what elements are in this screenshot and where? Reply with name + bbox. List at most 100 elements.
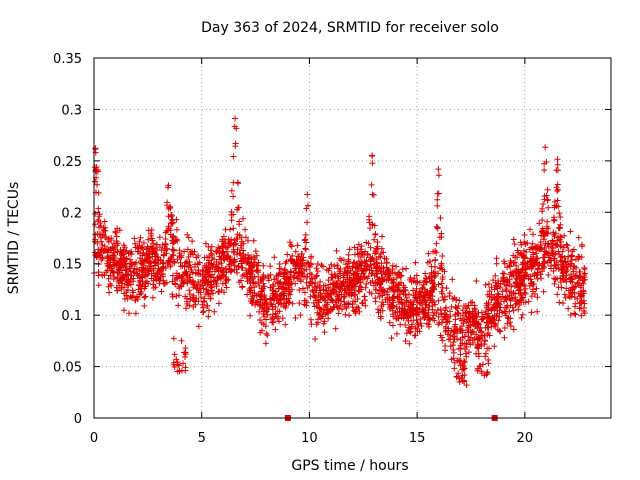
data-point (118, 277, 125, 284)
data-point (475, 320, 482, 327)
data-point (511, 268, 518, 275)
data-point (571, 310, 578, 317)
data-point (371, 236, 378, 243)
data-point (170, 233, 177, 240)
data-point (110, 240, 117, 247)
data-point (504, 278, 511, 285)
data-point (461, 341, 468, 348)
data-point (286, 276, 293, 283)
data-point (553, 264, 560, 271)
data-point (276, 280, 283, 287)
data-point (509, 304, 516, 311)
x-tick-label: 5 (198, 431, 206, 446)
data-point (572, 273, 579, 280)
data-point (408, 304, 415, 311)
data-point (184, 246, 191, 253)
data-point (255, 279, 262, 286)
y-tick-label: 0.15 (53, 258, 82, 273)
y-tick-label: 0.3 (61, 103, 82, 118)
data-point (554, 197, 561, 204)
y-axis-label: SRMTID / TECUs (6, 182, 22, 295)
data-point (212, 277, 219, 284)
data-point (355, 241, 362, 248)
data-point (521, 289, 528, 296)
data-point (436, 265, 443, 272)
plot-frame (93, 57, 612, 419)
data-point (474, 321, 481, 328)
data-point (114, 287, 121, 294)
data-point (451, 294, 458, 301)
data-point (116, 282, 123, 289)
data-point (495, 280, 502, 287)
y-tick-label: 0.35 (53, 52, 82, 67)
data-point (173, 293, 180, 300)
data-point (96, 213, 103, 220)
data-point (300, 285, 307, 292)
data-point (333, 297, 340, 304)
data-point (466, 314, 473, 321)
data-point (520, 260, 527, 267)
data-point (561, 291, 568, 298)
data-points (91, 115, 588, 421)
data-point (534, 255, 541, 262)
data-point (271, 254, 278, 261)
data-point (407, 299, 414, 306)
data-point (115, 269, 122, 276)
data-point (197, 281, 204, 288)
data-point (440, 296, 447, 303)
data-point (309, 279, 316, 286)
data-point (324, 293, 331, 300)
data-point (506, 292, 513, 299)
data-point (323, 287, 330, 294)
data-point (541, 167, 548, 174)
data-point (174, 368, 181, 375)
data-point (180, 271, 187, 278)
data-point (401, 314, 408, 321)
data-point (507, 322, 514, 329)
data-point (321, 297, 328, 304)
data-point (297, 312, 304, 319)
data-point (351, 259, 358, 266)
data-point (126, 265, 133, 272)
data-point (475, 345, 482, 352)
data-point (325, 315, 332, 322)
data-point (297, 278, 304, 285)
data-point (518, 314, 525, 321)
data-point (568, 257, 575, 264)
data-point (169, 234, 176, 241)
data-point (568, 275, 575, 282)
data-point (534, 243, 541, 250)
data-point (544, 196, 551, 203)
data-point (101, 234, 108, 241)
data-point (267, 263, 274, 270)
data-point (372, 250, 379, 257)
data-point (493, 255, 500, 262)
data-point (492, 272, 499, 279)
data-point (542, 144, 549, 151)
data-point (300, 254, 307, 261)
data-point (398, 296, 405, 303)
data-point (439, 253, 446, 260)
data-point (253, 252, 260, 259)
data-point (502, 310, 509, 317)
data-point (224, 243, 231, 250)
data-point (215, 264, 222, 271)
data-point (438, 280, 445, 287)
data-point (372, 248, 379, 255)
data-point (349, 285, 356, 292)
data-point (282, 288, 289, 295)
data-point (505, 315, 512, 322)
data-point (557, 242, 564, 249)
data-point (220, 233, 227, 240)
data-point (205, 290, 212, 297)
data-point (416, 279, 423, 286)
data-point (318, 306, 325, 313)
data-point (450, 349, 457, 356)
data-point (185, 253, 192, 260)
data-point (541, 254, 548, 261)
data-point (214, 274, 221, 281)
data-point (494, 285, 501, 292)
data-point (435, 297, 442, 304)
data-point (183, 305, 190, 312)
data-point (465, 333, 472, 340)
